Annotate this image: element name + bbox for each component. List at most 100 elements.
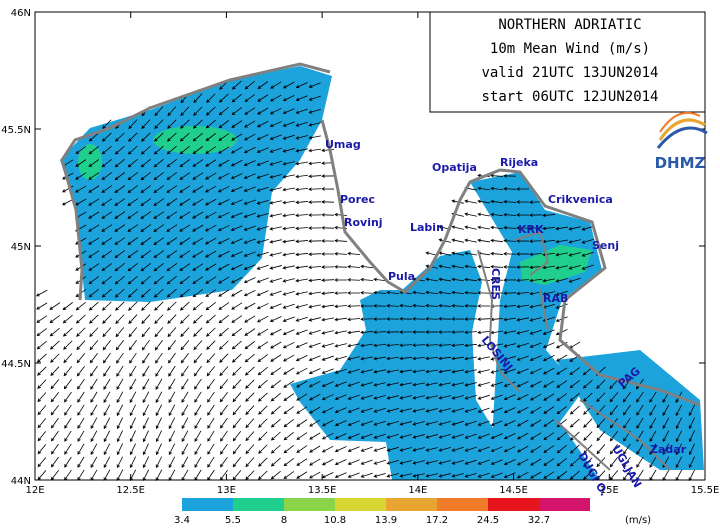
wind-arrow xyxy=(232,418,242,429)
wind-arrow xyxy=(217,199,230,206)
wind-arrow xyxy=(334,330,347,335)
wind-arrow xyxy=(464,264,477,269)
wind-arrow xyxy=(347,472,360,478)
wind-arrow xyxy=(269,239,282,244)
wind-arrow xyxy=(194,456,202,468)
wind-arrow xyxy=(88,288,99,298)
wind-arrow xyxy=(529,278,543,283)
wind-arrow xyxy=(490,212,504,217)
wind-arrow xyxy=(649,417,657,429)
wind-arrow xyxy=(503,291,517,295)
wind-arrow xyxy=(321,174,335,178)
wind-arrow xyxy=(141,339,150,351)
wind-arrow xyxy=(140,275,151,285)
wind-arrow xyxy=(360,446,373,452)
wind-arrow xyxy=(295,342,308,349)
wind-arrow xyxy=(116,378,124,390)
place-label: Umag xyxy=(325,138,361,151)
wind-arrow xyxy=(412,382,425,387)
wind-arrow xyxy=(490,459,503,465)
wind-arrow xyxy=(477,264,491,269)
wind-arrow xyxy=(529,368,542,375)
wind-arrow xyxy=(36,340,47,350)
wind-arrow xyxy=(101,250,113,258)
wind-arrow xyxy=(464,420,477,426)
wind-arrow xyxy=(206,378,215,390)
wind-arrow xyxy=(464,199,477,204)
wind-arrow xyxy=(155,378,163,390)
wind-arrow xyxy=(662,404,670,416)
wind-arrow xyxy=(142,378,150,390)
wind-arrow xyxy=(425,408,438,413)
wind-arrow xyxy=(308,122,321,127)
axes: 12E 12.5E 13E 13.5E 14E 14.5E 15E 15.5E 46N 45.5N… xyxy=(1,8,719,496)
wind-arrow xyxy=(127,275,138,285)
wind-arrow xyxy=(530,432,542,440)
wind-arrow xyxy=(543,419,555,427)
wind-arrow xyxy=(217,263,230,271)
wind-arrow xyxy=(179,276,191,285)
wind-arrow xyxy=(115,132,125,142)
wind-arrow xyxy=(36,289,48,297)
wind-arrow xyxy=(399,303,413,308)
colorbar-label: 13.9 xyxy=(375,515,397,526)
wind-arrow xyxy=(399,460,412,465)
wind-arrow xyxy=(373,304,387,308)
wind-arrow xyxy=(530,393,542,401)
wind-arrow xyxy=(231,328,242,337)
wind-arrow xyxy=(451,225,464,230)
wind-arrow xyxy=(438,408,451,413)
wind-arrow xyxy=(88,185,100,193)
wind-arrow xyxy=(360,382,373,387)
wind-arrow xyxy=(308,213,322,217)
wind-arrow xyxy=(269,328,282,336)
wind-arrow xyxy=(154,339,163,351)
wind-arrow xyxy=(386,330,400,334)
wind-arrow xyxy=(155,443,162,456)
wind-arrow xyxy=(167,340,177,351)
y-tick-label: 44.5N xyxy=(1,359,31,370)
wind-arrow xyxy=(63,366,73,377)
wind-arrow xyxy=(192,198,204,206)
wind-arrow xyxy=(636,404,644,416)
wind-arrow xyxy=(140,185,152,194)
wind-arrow xyxy=(282,108,295,115)
x-tick-label: 15.5E xyxy=(691,485,720,496)
wind-arrow xyxy=(308,226,322,230)
wind-arrow xyxy=(490,433,503,440)
wind-arrow xyxy=(296,458,308,466)
wind-arrow xyxy=(75,314,86,324)
wind-arrow xyxy=(556,406,567,415)
wind-arrow xyxy=(103,404,111,417)
wind-arrow xyxy=(166,263,178,272)
wind-arrow xyxy=(129,391,137,404)
wind-arrow xyxy=(181,417,189,430)
wind-arrow xyxy=(464,395,477,400)
wind-arrow xyxy=(412,290,426,295)
wind-arrow xyxy=(193,353,203,364)
wind-arrow xyxy=(207,404,215,416)
place-label: Pula xyxy=(388,270,415,283)
wind-arrow xyxy=(569,444,580,454)
wind-arrow xyxy=(154,301,164,311)
wind-arrow xyxy=(205,250,217,258)
wind-arrow xyxy=(90,378,98,390)
wind-arrow xyxy=(477,304,491,308)
wind-arrow xyxy=(140,250,152,259)
wind-arrow xyxy=(464,407,477,413)
wind-arrow xyxy=(399,421,412,426)
wind-arrow xyxy=(464,277,478,282)
wind-arrow xyxy=(347,369,360,374)
wind-arrow xyxy=(231,133,243,141)
wind-arrow xyxy=(321,419,334,427)
wind-arrow xyxy=(258,418,268,428)
wind-arrow xyxy=(360,472,373,478)
wind-arrow xyxy=(167,106,177,117)
wind-arrow xyxy=(282,226,295,231)
wind-arrow xyxy=(529,226,543,230)
wind-arrow xyxy=(129,365,137,377)
wind-arrow xyxy=(50,353,60,363)
logo-swirl xyxy=(656,126,708,149)
wind-arrow xyxy=(360,264,374,269)
wind-arrow xyxy=(218,159,230,167)
